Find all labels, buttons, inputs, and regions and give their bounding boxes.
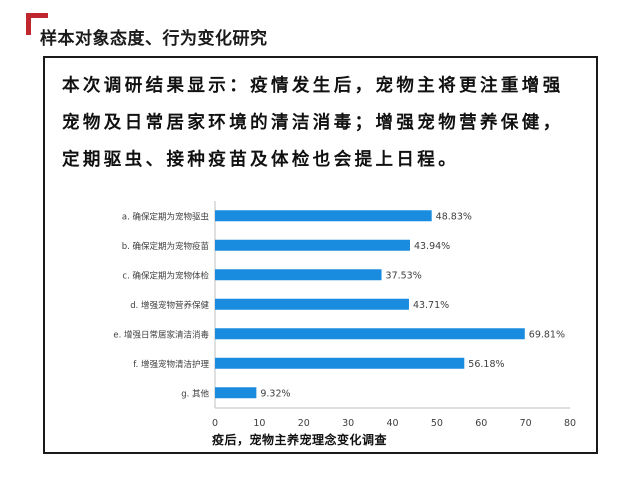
section-title: 样本对象态度、行为变化研究 — [40, 29, 268, 49]
x-tick-label: 50 — [431, 418, 443, 429]
category-label: e. 增强日常居家清洁消毒 — [113, 329, 209, 340]
bar — [215, 210, 432, 222]
value-label: 69.81% — [529, 329, 565, 340]
x-axis-label: 疫后，宠物主养宠理念变化调查 — [212, 433, 388, 447]
x-tick-label: 80 — [564, 418, 576, 429]
category-label: b. 确保定期为宠物疫苗 — [122, 241, 210, 252]
x-tick-label: 30 — [342, 418, 354, 429]
bar — [215, 357, 465, 369]
value-label: 56.18% — [468, 359, 504, 370]
corner-accent-vertical — [26, 13, 31, 35]
value-label: 37.53% — [386, 270, 422, 281]
bar — [215, 269, 382, 281]
x-tick-label: 10 — [253, 418, 265, 429]
finding-line: 宠物及日常居家环境的清洁消毒；增强宠物营养保健， — [62, 113, 564, 133]
finding-summary: 本次调研结果显示：疫情发生后，宠物主将更注重增强 宠物及日常居家环境的清洁消毒；… — [62, 68, 587, 179]
x-tick-label: 20 — [298, 418, 310, 429]
category-label: c. 确保定期为宠物体检 — [122, 270, 209, 281]
category-label: a. 确保定期为宠物驱虫 — [122, 211, 210, 222]
bar — [215, 387, 257, 399]
x-tick-label: 60 — [475, 418, 487, 429]
x-tick-label: 70 — [520, 418, 532, 429]
x-tick-label: 40 — [386, 418, 398, 429]
finding-line: 本次调研结果显示：疫情发生后，宠物主将更注重增强 — [62, 76, 564, 96]
bar — [215, 298, 409, 310]
content-panel — [43, 56, 598, 454]
corner-accent-mark — [26, 13, 48, 35]
value-label: 43.94% — [414, 241, 450, 252]
value-label: 48.83% — [436, 211, 472, 222]
finding-line: 定期驱虫、接种疫苗及体检也会提上日程。 — [62, 150, 460, 170]
x-tick-label: 0 — [212, 418, 218, 429]
bar — [215, 328, 525, 340]
bar — [215, 239, 410, 251]
category-label: f. 增强宠物清洁护理 — [133, 359, 209, 370]
category-label: g. 其他 — [181, 388, 209, 399]
value-label: 9.32% — [260, 388, 290, 399]
value-label: 43.71% — [413, 300, 449, 311]
corner-accent-horizontal — [26, 13, 48, 18]
category-label: d. 增强宠物营养保健 — [130, 300, 209, 311]
